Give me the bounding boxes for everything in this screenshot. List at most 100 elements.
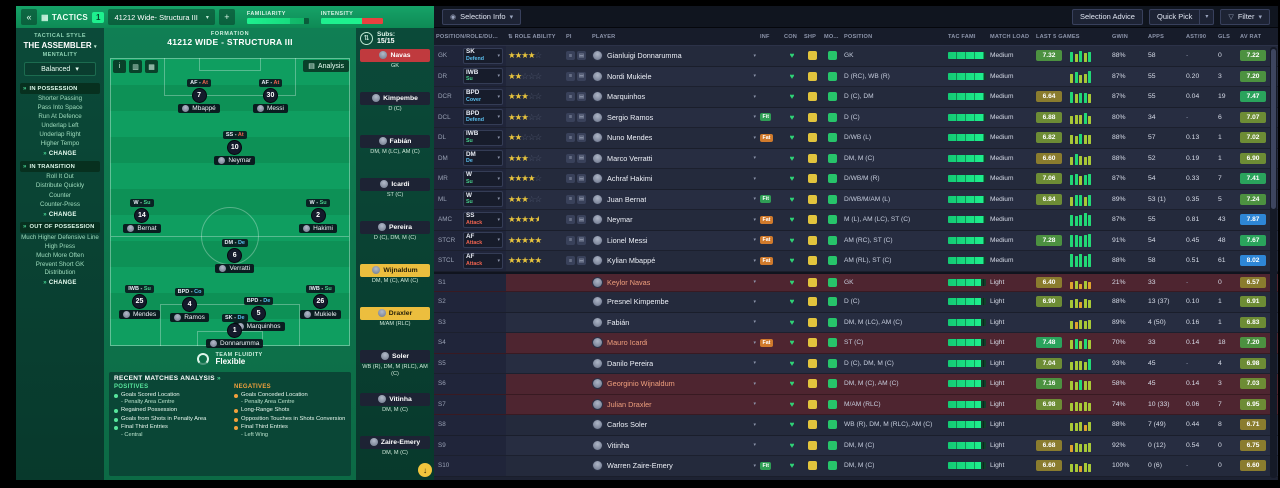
scrollbar-thumb[interactable]	[1271, 49, 1276, 209]
scroll-down-indicator[interactable]: ↓	[418, 463, 432, 477]
squad-row[interactable]: DCL BPD Defend ▾ ★ ★ ★ ☆ ☆ ≡ ▤ Sergio Ramos ▾ Fit ♥ D (…	[434, 107, 1278, 128]
sub-card[interactable]: Icardi ST (C)	[360, 177, 430, 218]
column-header[interactable]: INF	[760, 33, 770, 40]
sub-row[interactable]: S9 Vitinha ▾ ♥ DM, M (C) Light 6.68 92% 0 (12) 0.…	[434, 435, 1278, 456]
sub-name[interactable]: Pereira	[360, 220, 430, 234]
role-duty-dropdown[interactable]: SS Attack ▾	[463, 211, 503, 228]
player-cell[interactable]: Neymar ▾	[590, 210, 758, 230]
squad-row[interactable]: STCR AF Attack ▾ ★ ★ ★ ★ ★ ≡ ▤ Lionel Messi ▾ Fat ♥ AM …	[434, 230, 1278, 251]
pitch-player-bernat[interactable]: W - Su 14 Bernat	[104, 199, 180, 234]
column-header[interactable]: GLS	[1218, 33, 1231, 40]
sub-card[interactable]: Zaire-Emery DM, M (C)	[360, 435, 430, 476]
sub-card[interactable]: Draxler M/AM (RLC)	[360, 306, 430, 347]
notes-icon[interactable]: ▤	[577, 174, 586, 184]
role-duty-dropdown[interactable]: BPD Cover ▾	[463, 88, 503, 105]
player-name-pill[interactable]: Donnarumma	[206, 338, 264, 348]
notes-icon[interactable]: ▤	[577, 112, 586, 122]
squad-row[interactable]: AMC SS Attack ▾ ★ ★ ★ ★ ★ ≡ ▤ Neymar ▾ Fat ♥ M (L), AM …	[434, 210, 1278, 231]
notes-icon[interactable]: ▤	[577, 51, 586, 61]
squad-row[interactable]: DCR BPD Cover ▾ ★ ★ ★ ☆ ☆ ≡ ▤ Marquinhos ▾ ♥ D (C), DM…	[434, 87, 1278, 108]
column-header[interactable]: MATCH LOAD	[990, 33, 1030, 40]
role-duty-dropdown[interactable]: IWB Su ▾	[463, 68, 503, 85]
instructions-icon[interactable]: ≡	[566, 256, 575, 266]
sub-name[interactable]: Navas	[360, 48, 430, 62]
sub-name[interactable]: Draxler	[360, 306, 430, 320]
player-cell[interactable]: Nordi Mukiele ▾	[590, 67, 758, 87]
info-icon[interactable]: i	[113, 60, 126, 73]
change-link[interactable]: » CHANGE	[43, 279, 77, 286]
role-duty-dropdown[interactable]: DM De ▾	[463, 150, 503, 167]
sub-row[interactable]: S2 Presnel Kimpembe ▾ ♥ D (C) Light 6.90 88% 13 …	[434, 292, 1278, 313]
pitch-player-hakimi[interactable]: W - Su 2 Hakimi	[280, 199, 356, 234]
instructions-icon[interactable]: ≡	[566, 235, 575, 245]
instructions-icon[interactable]: ≡	[566, 215, 575, 225]
sub-row[interactable]: S8 Carlos Soler ▾ ♥ WB (R), DM, M (RLC), AM …	[434, 415, 1278, 436]
column-header[interactable]: APPS	[1148, 33, 1165, 40]
player-name-pill[interactable]: Bernat	[123, 224, 161, 234]
player-name-pill[interactable]: Mendes	[118, 310, 161, 320]
quick-pick-chevron[interactable]: ▾	[1200, 8, 1215, 25]
player-name-pill[interactable]: Messi	[252, 104, 288, 114]
column-header[interactable]: MO...	[824, 33, 839, 40]
column-header[interactable]: TAC FAMI	[948, 33, 976, 40]
player-cell[interactable]: Warren Zaire-Emery ▾	[590, 456, 758, 476]
sub-card[interactable]: Fabián DM, M (LC), AM (C)	[360, 134, 430, 175]
filter-dropdown[interactable]: ▽ Filter ▾	[1220, 8, 1270, 25]
sub-name[interactable]: Soler	[360, 349, 430, 363]
notes-icon[interactable]: ▤	[577, 194, 586, 204]
squad-row[interactable]: MR W Su ▾ ★ ★ ★ ★ ☆ ≡ ▤ Achraf Hakimi ▾ ♥ D/WB/M (R) Me…	[434, 169, 1278, 190]
instructions-icon[interactable]: ≡	[566, 71, 575, 81]
role-duty-dropdown[interactable]: IWB Su ▾	[463, 129, 503, 146]
instructions-icon[interactable]: ≡	[566, 174, 575, 184]
sub-name[interactable]: Icardi	[360, 177, 430, 191]
player-cell[interactable]: Lionel Messi ▾	[590, 231, 758, 251]
player-cell[interactable]: Fabián ▾	[590, 313, 758, 333]
pitch-player-mukiele[interactable]: IWB - Su 26 Mukiele	[282, 285, 358, 320]
chart-icon[interactable]: ▥	[129, 60, 142, 73]
squad-row[interactable]: DM DM De ▾ ★ ★ ★ ☆ ☆ ≡ ▤ Marco Verratti ▾ ♥ DM, M (C) M…	[434, 148, 1278, 169]
instructions-icon[interactable]: ≡	[566, 51, 575, 61]
sub-row[interactable]: S6 Georginio Wijnaldum ▾ ♥ DM, M (C), AM (C)…	[434, 374, 1278, 395]
notes-icon[interactable]: ▤	[577, 215, 586, 225]
role-duty-dropdown[interactable]: AF Attack ▾	[463, 232, 503, 249]
notes-icon[interactable]: ▤	[577, 92, 586, 102]
role-duty-dropdown[interactable]: AF Attack ▾	[463, 252, 503, 269]
pitch-player-messi[interactable]: AF - At 30 Messi	[232, 79, 308, 114]
back-button[interactable]: «	[21, 9, 37, 25]
player-cell[interactable]: Marco Verratti ▾	[590, 149, 758, 169]
player-cell[interactable]: Julian Draxler ▾	[590, 395, 758, 415]
notes-icon[interactable]: ▤	[577, 256, 586, 266]
squad-row[interactable]: GK SK Defend ▾ ★ ★ ★ ★ ☆ ≡ ▤ Gianluigi Donnarumma ▾ ♥…	[434, 46, 1278, 67]
column-header[interactable]: AV RAT	[1240, 33, 1262, 40]
sub-name[interactable]: Fabián	[360, 134, 430, 148]
pitch-player-mbappé[interactable]: AF - At 7 Mbappé	[161, 79, 237, 114]
column-header[interactable]: AST/90	[1186, 33, 1207, 40]
add-tactic-button[interactable]: +	[218, 9, 235, 25]
selection-info-dropdown[interactable]: ◉ Selection Info ▾	[442, 8, 522, 25]
role-duty-dropdown[interactable]: SK Defend ▾	[463, 47, 503, 64]
sub-card[interactable]: Wijnaldum DM, M (C), AM (C)	[360, 263, 430, 304]
sub-card[interactable]: Navas GK	[360, 48, 430, 89]
sub-name[interactable]: Zaire-Emery	[360, 435, 430, 449]
player-cell[interactable]: Mauro Icardi ▾	[590, 333, 758, 353]
player-name-pill[interactable]: Ramos	[170, 312, 209, 322]
notes-icon[interactable]: ▤	[577, 235, 586, 245]
sub-row[interactable]: S5 Danilo Pereira ▾ ♥ D (C), DM, M (C) Light 7…	[434, 353, 1278, 374]
player-cell[interactable]: Carlos Soler ▾	[590, 415, 758, 435]
mentality-dropdown[interactable]: Balanced ▾	[24, 62, 96, 76]
player-cell[interactable]: Vitinha ▾	[590, 436, 758, 456]
pitch-player-verratti[interactable]: DM - De 6 Verratti	[197, 239, 273, 274]
analysis-title[interactable]: RECENT MATCHES ANALYSIS »	[114, 375, 346, 382]
analysis-toggle[interactable]: ▤ Analysis	[303, 60, 349, 72]
column-header[interactable]: CON	[784, 33, 798, 40]
sub-name[interactable]: Vitinha	[360, 392, 430, 406]
notes-icon[interactable]: ▤	[577, 153, 586, 163]
pitch-player-neymar[interactable]: SS - At 10 Neymar	[197, 130, 273, 165]
player-cell[interactable]: Keylor Navas ▾	[590, 274, 758, 292]
tab-tactics[interactable]: ▦ TACTICS	[41, 13, 88, 22]
role-duty-dropdown[interactable]: W Su ▾	[463, 191, 503, 208]
sub-card[interactable]: Soler WB (R), DM, M (RLC), AM (C)	[360, 349, 430, 390]
sub-row[interactable]: S10 Warren Zaire-Emery ▾ Fit ♥ DM, M (C) Light…	[434, 456, 1278, 477]
instructions-icon[interactable]: ≡	[566, 133, 575, 143]
column-header[interactable]: GWIN	[1112, 33, 1129, 40]
